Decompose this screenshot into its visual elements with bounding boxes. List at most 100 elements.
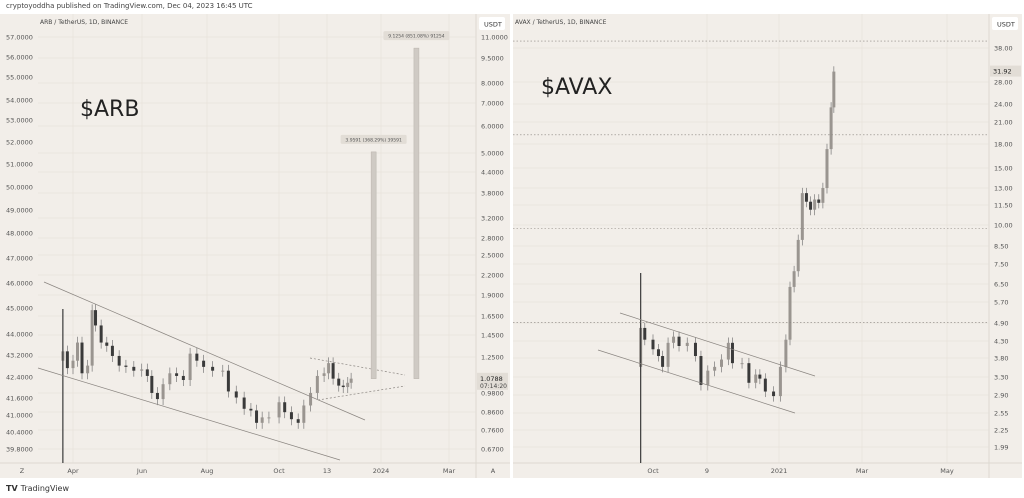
arb-price-tick: 0.6700 — [481, 446, 504, 454]
avax-price-tick: 21.00 — [994, 119, 1013, 127]
avax-candle — [720, 359, 723, 367]
arb-currency-box — [479, 17, 505, 30]
arb-candle — [105, 342, 109, 346]
avax-candle — [706, 370, 710, 385]
avax-candle — [713, 366, 717, 371]
avax-time-tick: 2021 — [771, 467, 788, 475]
arb-left-price-tick: 52.0000 — [6, 139, 33, 147]
avax-channel-lower-trendline[interactable] — [597, 349, 796, 414]
arb-price-tick: 7.0000 — [481, 100, 504, 108]
arb-price-range-measure[interactable] — [370, 151, 377, 379]
avax-candle — [792, 271, 796, 287]
avax-candle — [772, 391, 776, 397]
arb-candle — [277, 402, 281, 418]
arb-candle — [255, 410, 259, 423]
arb-price-tick: 5.0000 — [481, 150, 504, 158]
avax-candle — [651, 339, 655, 350]
avax-candle — [804, 193, 808, 202]
avax-candle — [800, 193, 804, 240]
arb-price-range-measure[interactable] — [413, 47, 420, 379]
avax-price-tick: 2.90 — [994, 392, 1008, 400]
avax-candle — [747, 363, 751, 383]
arb-left-price-tick: 41.6000 — [6, 395, 33, 403]
avax-time-tick: Oct — [647, 467, 659, 475]
arb-price-tick: 2.8000 — [481, 235, 504, 243]
avax-candle — [758, 374, 762, 379]
avax-price-tick: 2.25 — [994, 427, 1008, 435]
arb-candle — [289, 412, 293, 420]
arb-candle — [110, 345, 114, 356]
avax-chart[interactable]: 38.00 28.00 24.00 21.00 18.00 15.00 13.00 11.50… — [513, 14, 1022, 478]
avax-candle — [832, 71, 836, 108]
arb-candle — [249, 408, 253, 411]
arb-price-tick: 0.8600 — [481, 409, 504, 417]
avax-price-tick: 8.50 — [994, 243, 1008, 251]
arb-triangle-upper-line[interactable] — [309, 357, 406, 376]
arb-candle — [145, 369, 149, 376]
avax-candle — [726, 342, 730, 360]
arb-price-tick: 0.7600 — [481, 427, 504, 435]
arb-last-price: 1.0788 — [480, 375, 503, 383]
avax-candle — [740, 363, 744, 365]
arb-last-price-box — [477, 372, 508, 390]
avax-candle — [754, 374, 758, 383]
arb-candle — [86, 365, 90, 374]
arb-measure-label-box — [340, 134, 407, 144]
arb-candle — [337, 378, 341, 386]
avax-candle — [778, 366, 782, 397]
avax-candle — [817, 199, 821, 203]
arb-left-price-tick: 51.0000 — [6, 161, 33, 169]
arb-candle — [80, 342, 84, 374]
arb-bar-countdown: 07:14:20 — [480, 383, 507, 390]
arb-candle — [283, 402, 287, 413]
arb-price-tick: 6.0000 — [481, 123, 504, 131]
arb-candle — [94, 310, 98, 326]
arb-candle — [226, 370, 230, 392]
arb-candle — [322, 373, 326, 376]
arb-candle — [221, 370, 225, 372]
arb-time-tick: 13 — [323, 467, 331, 475]
tradingview-footer[interactable]: TV TradingView — [6, 484, 69, 493]
arb-time-tick: Z — [20, 467, 25, 475]
arb-time-tick: 2024 — [373, 467, 390, 475]
avax-candle — [809, 201, 813, 210]
arb-price-tick: 2.2000 — [481, 272, 504, 280]
arb-left-price-tick: 47.0000 — [6, 255, 33, 263]
arb-candle — [161, 384, 165, 400]
avax-candle — [661, 356, 665, 367]
avax-candle — [829, 107, 833, 150]
arb-left-price-tick: 44.0000 — [6, 331, 33, 339]
arb-triangle-lower-line[interactable] — [317, 385, 406, 401]
arb-price-tick: 2.5000 — [481, 252, 504, 260]
avax-candle — [656, 349, 660, 357]
arb-candle — [150, 375, 154, 393]
arb-chart[interactable]: 11.0000 9.5000 8.0000 7.0000 6.0000 5.0000 4.4… — [0, 14, 510, 478]
arb-candle — [99, 325, 103, 343]
avax-channel-upper-trendline[interactable] — [619, 312, 816, 377]
arb-candle — [296, 419, 300, 423]
arb-ticker-overlay: $ARB — [80, 97, 139, 122]
avax-candle — [763, 378, 767, 392]
avax-price-tick: 6.50 — [994, 281, 1008, 289]
avax-price-tick: 28.00 — [994, 79, 1013, 87]
arb-candle — [168, 373, 172, 385]
tradingview-brand: TradingView — [20, 484, 69, 493]
arb-channel-lower-trendline[interactable] — [37, 367, 341, 461]
arb-left-price-tick: 56.0000 — [6, 54, 33, 62]
avax-symbol-title: AVAX / TetherUS, 1D, BINANCE — [515, 19, 607, 26]
arb-left-price-tick: 50.0000 — [6, 184, 33, 192]
arb-price-tick: 11.0000 — [481, 34, 508, 42]
arb-currency-label: USDT — [484, 21, 502, 29]
arb-channel-upper-trendline[interactable] — [43, 281, 366, 421]
avax-time-tick: Mar — [856, 467, 869, 475]
arb-price-tick: 1.6500 — [481, 313, 504, 321]
avax-candle — [666, 342, 670, 367]
avax-price-tick: 1.99 — [994, 444, 1008, 452]
avax-price-tick: 18.00 — [994, 141, 1013, 149]
avax-chart-panel[interactable]: 38.00 28.00 24.00 21.00 18.00 15.00 13.00 11.50… — [513, 14, 1022, 478]
arb-chart-panel[interactable]: 11.0000 9.5000 8.0000 7.0000 6.0000 5.0000 4.4… — [0, 14, 510, 478]
avax-price-tick: 5.70 — [994, 299, 1008, 307]
arb-left-price-tick: 48.0000 — [6, 230, 33, 238]
arb-candle — [181, 375, 185, 381]
arb-candle — [90, 310, 94, 366]
